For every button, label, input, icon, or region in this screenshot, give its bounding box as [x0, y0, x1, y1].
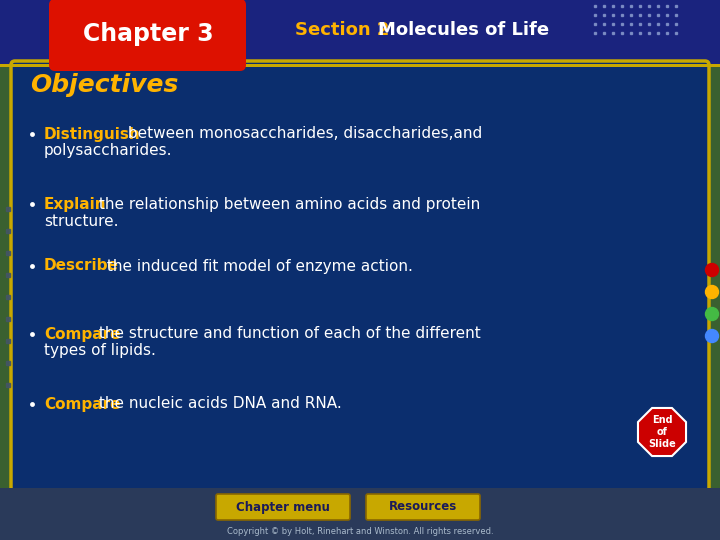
Text: the relationship between amino acids and protein: the relationship between amino acids and…: [94, 197, 481, 212]
Text: Compare: Compare: [44, 327, 120, 341]
Text: between monosaccharides, disaccharides,and: between monosaccharides, disaccharides,a…: [123, 126, 482, 141]
FancyBboxPatch shape: [0, 64, 720, 67]
Text: Chapter menu: Chapter menu: [236, 501, 330, 514]
Polygon shape: [638, 408, 686, 456]
Text: Objectives: Objectives: [30, 73, 179, 97]
Text: Compare: Compare: [44, 396, 120, 411]
Text: the induced fit model of enzyme action.: the induced fit model of enzyme action.: [102, 259, 413, 273]
Circle shape: [706, 307, 719, 321]
FancyBboxPatch shape: [0, 488, 720, 540]
Circle shape: [706, 286, 719, 299]
Text: the nucleic acids DNA and RNA.: the nucleic acids DNA and RNA.: [94, 396, 342, 411]
FancyBboxPatch shape: [11, 61, 709, 492]
Text: the structure and function of each of the different: the structure and function of each of th…: [94, 327, 481, 341]
FancyBboxPatch shape: [49, 0, 246, 71]
FancyBboxPatch shape: [366, 494, 480, 520]
Text: Resources: Resources: [389, 501, 457, 514]
Text: Section 2: Section 2: [295, 21, 395, 39]
Text: types of lipids.: types of lipids.: [44, 343, 156, 359]
Text: Copyright © by Holt, Rinehart and Winston. All rights reserved.: Copyright © by Holt, Rinehart and Winsto…: [227, 526, 493, 536]
Text: structure.: structure.: [44, 213, 119, 228]
Text: polysaccharides.: polysaccharides.: [44, 144, 173, 159]
FancyBboxPatch shape: [216, 494, 350, 520]
Text: Explain: Explain: [44, 197, 107, 212]
Circle shape: [706, 264, 719, 276]
Circle shape: [706, 329, 719, 342]
Text: End
of
Slide: End of Slide: [648, 415, 676, 449]
Text: Describe: Describe: [44, 259, 119, 273]
FancyBboxPatch shape: [0, 0, 720, 65]
Text: Molecules of Life: Molecules of Life: [378, 21, 549, 39]
Text: Chapter 3: Chapter 3: [83, 22, 213, 46]
Text: Distinguish: Distinguish: [44, 126, 140, 141]
